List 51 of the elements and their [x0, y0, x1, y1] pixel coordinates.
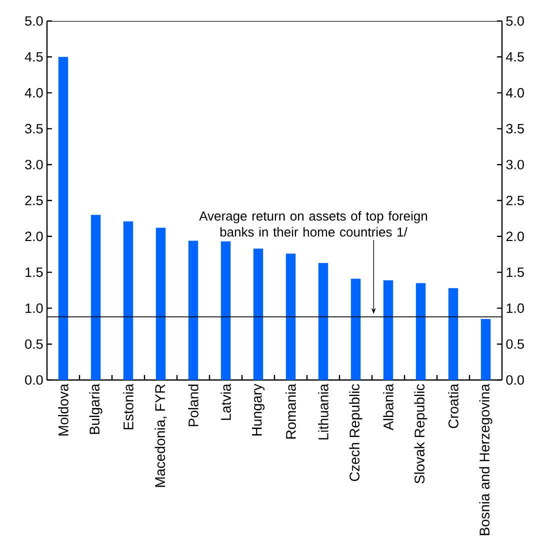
- y-tick-label: 2.0: [506, 232, 524, 242]
- x-tick-label: Estonia: [123, 384, 134, 430]
- x-tick-label: Latvia: [220, 384, 231, 420]
- bar: [156, 228, 166, 380]
- x-tick-label: Poland: [188, 384, 198, 426]
- y2-tick-label: 2.0: [25, 232, 43, 242]
- bar: [286, 254, 296, 380]
- y2-tick-label: 4.5: [24, 52, 43, 62]
- bar: [220, 241, 231, 380]
- y-tick-label: 3.0: [506, 160, 524, 170]
- x-tick-label: Hungary: [252, 384, 265, 436]
- bar: [123, 221, 134, 380]
- x-tick-label: Moldova: [58, 384, 68, 436]
- y2-tick-label: 0.0: [25, 375, 43, 385]
- y-tick-label: 5.0: [506, 16, 524, 26]
- bar: [350, 278, 361, 380]
- x-tick-label: Croatia: [448, 384, 458, 428]
- y-tick-label: 3.5: [506, 124, 524, 134]
- bar: [448, 288, 458, 380]
- bar: [416, 283, 426, 380]
- y-tick-label: 1.5: [506, 268, 524, 277]
- y2-tick-label: 2.5: [25, 196, 43, 206]
- ref-line-label: Average return on assets of top foreign banks in their home countries 1/: [199, 211, 428, 237]
- y2-tick-label: 3.0: [25, 160, 43, 170]
- x-tick-label: Romania: [286, 384, 296, 439]
- bar: [58, 56, 68, 380]
- x-tick-label: Czech Republic: [349, 384, 362, 482]
- bar: [253, 248, 264, 380]
- y-tick-label: 4.5: [506, 52, 524, 62]
- x-tick-label: Bulgaria: [89, 384, 102, 434]
- y2-tick-label: 1.5: [26, 268, 43, 277]
- y-tick-label: 4.0: [506, 88, 524, 98]
- x-tick-label: Slovak Republic: [414, 384, 428, 484]
- y2-tick-label: 5.0: [25, 16, 43, 26]
- bar: [188, 240, 198, 380]
- x-tick-label: Albania: [383, 384, 394, 430]
- bar: [383, 280, 394, 380]
- bar: [318, 262, 328, 380]
- y-tick-label: 0.5: [506, 339, 524, 349]
- y-tick-label: 2.5: [506, 196, 524, 206]
- x-tick-label: Bosnia and Herzegovina: [479, 384, 492, 536]
- y2-tick-label: 3.5: [25, 124, 43, 134]
- y-tick-label: 0.0: [506, 375, 524, 385]
- x-tick-label: Macedonia, FYR: [154, 384, 167, 487]
- y2-tick-label: 4.0: [24, 88, 43, 98]
- y2-tick-label: 0.5: [25, 339, 43, 349]
- y-tick-label: 1.0: [506, 303, 524, 313]
- x-tick-label: Lithuania: [318, 384, 328, 440]
- y2-tick-label: 1.0: [26, 303, 43, 313]
- bar: [90, 214, 101, 380]
- bar: [480, 318, 491, 380]
